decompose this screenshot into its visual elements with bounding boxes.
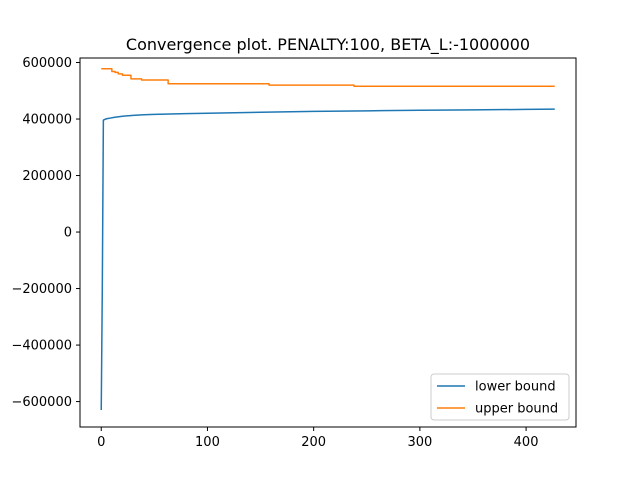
y-tick-label: −400000 <box>11 339 72 354</box>
y-tick-label: 400000 <box>22 113 72 128</box>
y-tick-label: −600000 <box>11 395 72 410</box>
chart-title: Convergence plot. PENALTY:100, BETA_L:-1… <box>126 35 530 55</box>
series-line-upper-bound <box>101 67 555 87</box>
plot-frame <box>79 57 577 428</box>
series-layer <box>100 67 555 411</box>
legend-label: lower bound <box>475 380 556 395</box>
y-tick-label: 200000 <box>22 169 72 184</box>
y-tick-label: 0 <box>64 226 72 241</box>
legend: lower bound upper bound <box>430 373 570 421</box>
legend-label: upper bound <box>475 402 558 417</box>
x-tick-label: 200 <box>301 435 326 450</box>
x-tick-label: 100 <box>195 435 220 450</box>
x-tick-label: 0 <box>97 435 105 450</box>
x-axis: 0 100 200 300 400 <box>97 427 538 450</box>
y-axis: −600000 −400000 −200000 0 200000 400000 600000 <box>11 56 80 410</box>
x-tick-label: 400 <box>514 435 539 450</box>
x-tick-label: 300 <box>407 435 432 450</box>
y-tick-label: 600000 <box>22 56 72 71</box>
series-line-lower-bound <box>100 108 555 411</box>
legend-box <box>430 373 570 421</box>
y-tick-label: −200000 <box>11 282 72 297</box>
